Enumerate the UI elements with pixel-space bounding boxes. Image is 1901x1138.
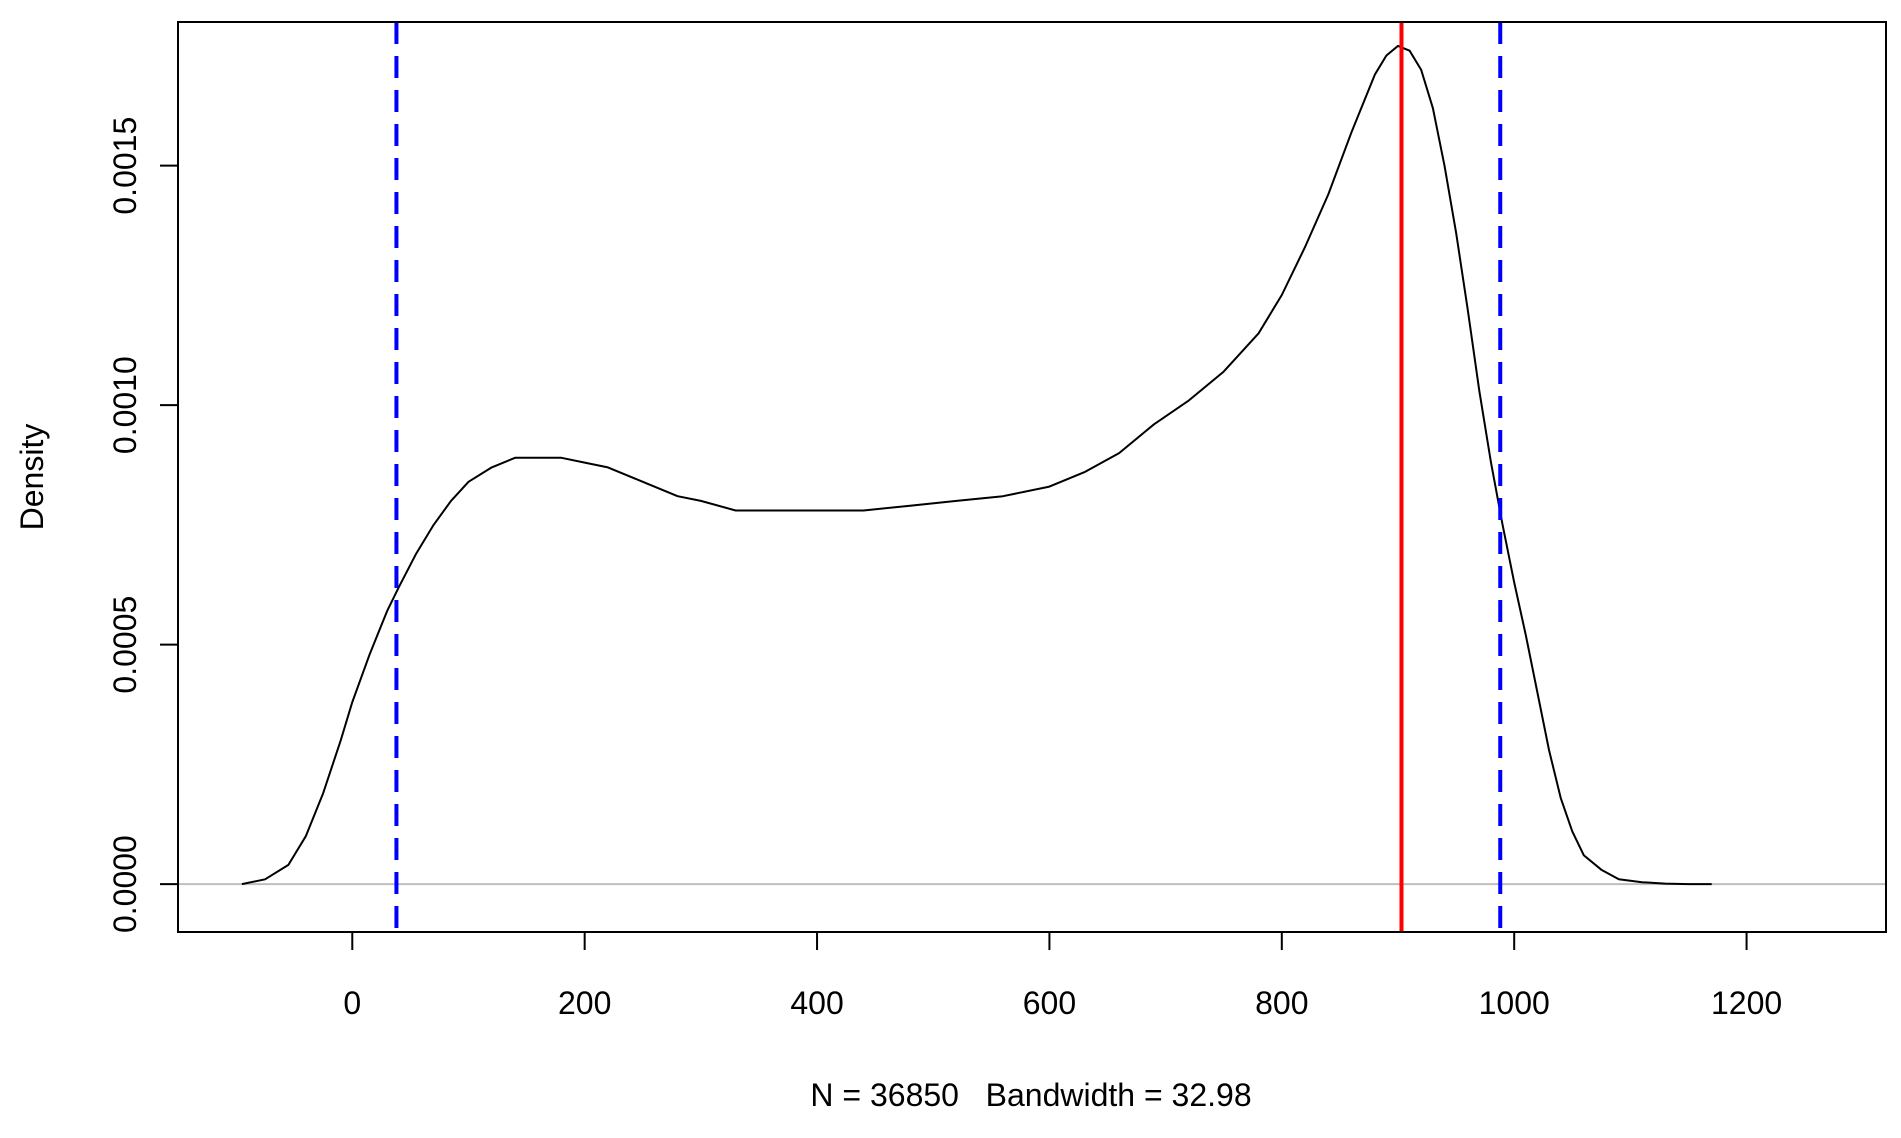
y-tick-label: 0.0010	[107, 356, 143, 454]
x-tick-label: 200	[558, 985, 611, 1021]
x-tick-label: 600	[1023, 985, 1076, 1021]
x-axis-title: N = 36850 Bandwidth = 32.98	[810, 1077, 1251, 1113]
y-tick-label: 0.0005	[107, 596, 143, 694]
x-axis: 0 200 400 600 800 1000 1200	[343, 931, 1782, 1021]
x-tick-label: 1200	[1711, 985, 1782, 1021]
y-tick-label: 0.0000	[107, 835, 143, 933]
x-tick-label: 800	[1255, 985, 1308, 1021]
x-tick-label: 0	[343, 985, 361, 1021]
plot-frame	[177, 21, 1887, 933]
x-tick-label: 1000	[1479, 985, 1550, 1021]
plot-area	[178, 22, 1886, 932]
density-curve	[241, 44, 1712, 886]
y-axis: 0.0000 0.0005 0.0010 0.0015	[107, 117, 179, 933]
x-tick-label: 400	[790, 985, 843, 1021]
y-tick-label: 0.0015	[107, 117, 143, 215]
y-axis-title: Density	[14, 424, 50, 531]
